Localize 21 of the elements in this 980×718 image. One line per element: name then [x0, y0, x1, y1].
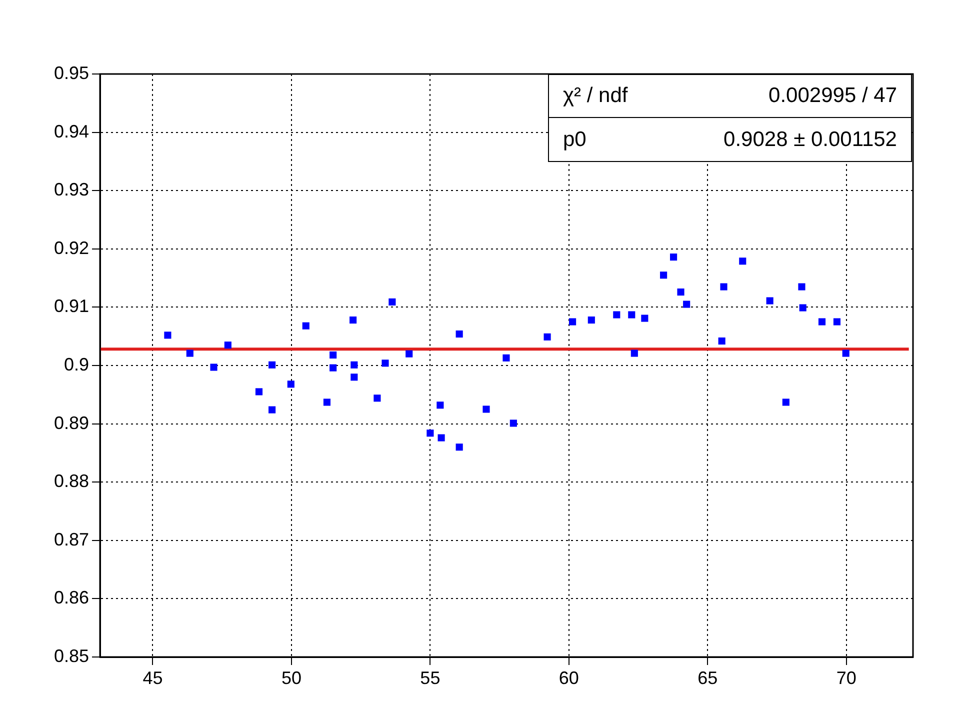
annotation: χ² / ndf: [549, 75, 642, 118]
x-tick-label: 55: [420, 668, 440, 688]
annotation: p0: [562, 126, 588, 152]
y-tick-label: 0.89: [54, 412, 89, 433]
y-tick-label: 0.86: [54, 588, 89, 608]
y-tick-label: 0.88: [54, 471, 89, 492]
x-tick-label: 60: [558, 668, 579, 688]
y-tick-label: 0.85: [54, 646, 89, 666]
y-tick-label: 0.91: [54, 296, 89, 316]
x-tick-label: 50: [281, 668, 302, 688]
x-tick-label: 70: [836, 668, 856, 688]
annotation: 0.9028 ± 0.001152: [722, 126, 898, 152]
annotation: 0.002995 / 47: [642, 75, 911, 118]
y-tick-label: 0.95: [54, 62, 89, 83]
y-tick-label: 0.92: [54, 238, 89, 258]
y-tick-label: 0.9: [64, 354, 89, 374]
y-tick-label: 0.94: [54, 121, 89, 142]
x-tick-label: 45: [142, 668, 163, 688]
y-tick-label: 0.93: [54, 180, 89, 200]
y-tick-label: 0.87: [54, 529, 89, 550]
x-tick-label: 65: [698, 668, 718, 688]
